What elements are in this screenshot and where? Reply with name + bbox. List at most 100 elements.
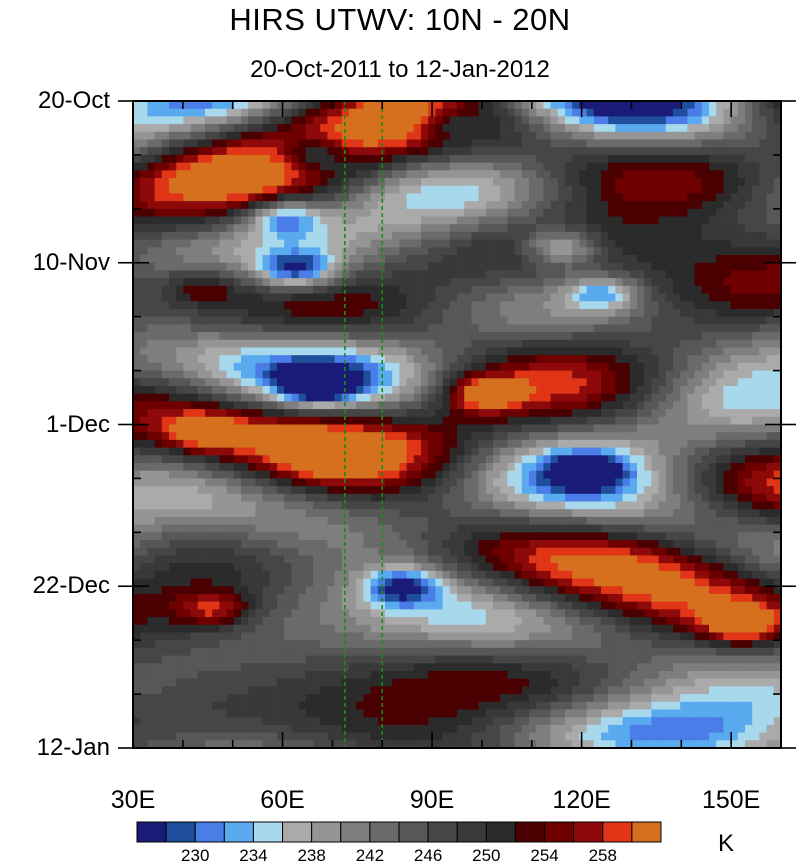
field-cell (320, 170, 328, 179)
field-cell (197, 455, 206, 464)
field-cell (493, 470, 501, 480)
field-cell (565, 362, 573, 372)
field-cell (478, 316, 487, 325)
field-cell (485, 370, 494, 379)
field-cell (262, 185, 271, 195)
field-cell (226, 486, 235, 495)
field-cell (622, 139, 631, 148)
field-cell (154, 332, 163, 341)
field-cell (673, 178, 681, 187)
field-cell (212, 178, 220, 187)
field-cell (665, 162, 674, 171)
field-cell (255, 355, 264, 364)
field-cell (133, 370, 141, 379)
field-cell (190, 332, 199, 341)
field-cell (320, 216, 328, 225)
field-cell (629, 101, 638, 110)
field-cell (471, 416, 480, 426)
field-cell (637, 278, 645, 287)
field-cell (133, 316, 141, 325)
field-cell (536, 116, 544, 125)
field-cell (478, 147, 487, 156)
field-cell (572, 409, 580, 418)
field-cell (701, 332, 710, 341)
field-cell (694, 463, 703, 472)
field-cell (680, 116, 688, 125)
field-cell (529, 278, 537, 287)
field-cell (320, 185, 328, 195)
field-cell (133, 101, 141, 110)
field-cell (608, 185, 616, 195)
field-cell (716, 316, 724, 325)
field-cell (601, 416, 609, 426)
field-cell (161, 332, 170, 341)
field-cell (723, 439, 732, 449)
field-cell (291, 501, 300, 510)
field-cell (169, 270, 177, 279)
field-cell (637, 470, 645, 480)
field-cell (255, 524, 264, 533)
field-cell (140, 401, 148, 410)
field-cell (377, 108, 386, 118)
field-cell (716, 201, 724, 210)
field-cell (586, 201, 595, 210)
field-cell (219, 216, 228, 225)
field-cell (637, 332, 645, 341)
field-cell (694, 231, 703, 241)
field-cell (449, 378, 458, 387)
field-cell (406, 524, 415, 533)
field-cell (356, 139, 364, 148)
field-cell (493, 370, 501, 379)
field-cell (305, 101, 314, 110)
field-cell (615, 439, 624, 449)
field-cell (219, 262, 228, 272)
field-cell (161, 324, 170, 333)
field-cell (536, 370, 544, 379)
field-cell (536, 463, 544, 472)
field-cell (363, 116, 372, 125)
field-cell (370, 162, 379, 171)
field-cell (291, 424, 300, 433)
field-cell (521, 355, 530, 364)
field-cell (305, 270, 314, 279)
field-cell (205, 416, 213, 426)
field-cell (622, 239, 631, 248)
field-cell (205, 131, 213, 141)
field-cell (356, 339, 364, 349)
field-cell (277, 378, 285, 387)
field-cell (370, 247, 379, 256)
field-cell (154, 101, 163, 110)
field-cell (154, 216, 163, 225)
field-cell (572, 447, 580, 456)
field-cell (737, 239, 746, 248)
field-cell (694, 116, 703, 125)
field-cell (284, 247, 292, 256)
field-cell (593, 501, 602, 510)
field-cell (514, 455, 523, 464)
field-cell (608, 486, 616, 495)
field-cell (586, 347, 595, 356)
field-cell (161, 385, 170, 395)
field-cell (565, 308, 573, 318)
field-cell (773, 316, 782, 325)
field-cell (154, 385, 163, 395)
field-cell (305, 370, 314, 379)
field-cell (745, 316, 753, 325)
field-cell (464, 447, 472, 456)
field-cell (550, 231, 559, 241)
field-cell (442, 378, 451, 387)
field-cell (298, 147, 307, 156)
field-cell (730, 409, 739, 418)
field-cell (377, 409, 386, 418)
field-cell (644, 332, 652, 341)
field-cell (615, 308, 624, 318)
field-cell (493, 424, 501, 433)
field-cell (154, 108, 163, 118)
field-cell (752, 185, 760, 195)
field-cell (680, 455, 688, 464)
field-cell (449, 124, 458, 133)
field-cell (241, 293, 249, 302)
field-cell (406, 101, 415, 110)
field-cell (651, 470, 660, 480)
field-cell (190, 124, 199, 133)
